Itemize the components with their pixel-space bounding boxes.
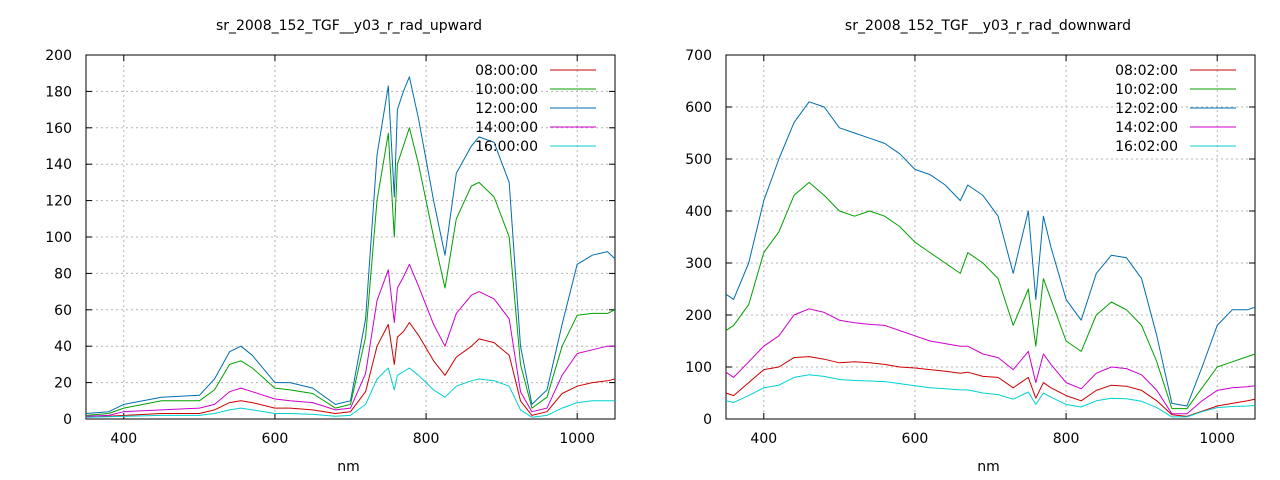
y-tick-label: 80 [54, 266, 72, 282]
y-tick-label: 200 [45, 48, 72, 64]
y-tick-label: 600 [685, 100, 712, 116]
x-axis-label: nm [337, 459, 360, 475]
legend-label: 10:02:00 [1115, 82, 1178, 98]
y-tick-label: 140 [45, 157, 72, 173]
x-tick-label: 1000 [559, 431, 595, 447]
y-tick-label: 60 [54, 303, 72, 319]
series-line [725, 181, 1256, 410]
legend-label: 12:02:00 [1115, 101, 1178, 117]
series-line [85, 76, 616, 414]
y-tick-label: 40 [54, 339, 72, 355]
legend-label: 08:00:00 [475, 63, 538, 79]
legend-label: 16:00:00 [475, 139, 538, 155]
x-tick-label: 400 [750, 431, 777, 447]
y-tick-label: 700 [685, 48, 712, 64]
y-tick-label: 200 [685, 308, 712, 324]
downward-radiance-chart: sr_2008_152_TGF__y03_r_rad_downward 0 100 2… [685, 18, 1256, 475]
y-tick-label: 160 [45, 121, 72, 137]
series-line [85, 127, 616, 416]
legend-label: 10:00:00 [475, 82, 538, 98]
legend-label: 14:00:00 [475, 120, 538, 136]
y-tick-label: 0 [703, 412, 712, 428]
legend-label: 16:02:00 [1115, 139, 1178, 155]
series-line [725, 356, 1256, 417]
y-tick-label: 0 [63, 412, 72, 428]
upward-radiance-chart: sr_2008_152_TGF__y03_r_rad_upward 0 20 40 60… [45, 18, 616, 475]
series-line [85, 367, 615, 418]
legend-label: 12:00:00 [475, 101, 538, 117]
x-tick-label: 800 [1053, 431, 1080, 447]
series-line [725, 308, 1256, 415]
y-tick-label: 100 [685, 360, 712, 376]
x-tick-label: 800 [413, 431, 440, 447]
series-line [725, 101, 1256, 407]
y-tick-label: 180 [45, 84, 72, 100]
x-tick-label: 400 [110, 431, 137, 447]
y-tick-label: 120 [45, 194, 72, 210]
y-tick-label: 20 [54, 376, 72, 392]
legend-label: 14:02:00 [1115, 120, 1178, 136]
series-line [725, 374, 1256, 418]
plot-frame [725, 54, 1256, 420]
y-tick-label: 300 [685, 256, 712, 272]
y-tick-label: 500 [685, 152, 712, 168]
series-line [85, 322, 616, 418]
y-tick-label: 400 [685, 204, 712, 220]
x-axis-label: nm [977, 459, 1000, 475]
y-tick-label: 100 [45, 230, 72, 246]
chart-title: sr_2008_152_TGF__y03_r_rad_downward [845, 18, 1131, 34]
x-tick-label: 600 [902, 431, 929, 447]
x-tick-label: 1000 [1199, 431, 1235, 447]
chart-title: sr_2008_152_TGF__y03_r_rad_upward [216, 18, 482, 34]
legend-label: 08:02:00 [1115, 63, 1178, 79]
x-tick-label: 600 [262, 431, 289, 447]
series-line [85, 263, 615, 417]
